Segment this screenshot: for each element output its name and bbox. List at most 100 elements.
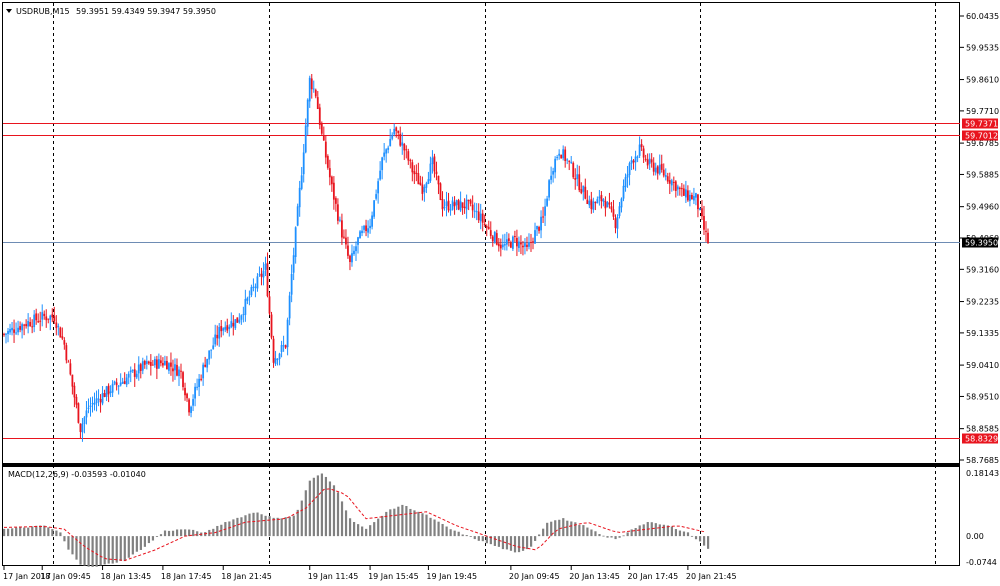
macd-bar xyxy=(147,536,151,544)
support-value: 58.8329 xyxy=(965,435,998,444)
candle-body xyxy=(666,176,669,182)
candle-body xyxy=(421,184,424,194)
candle-body xyxy=(526,244,528,247)
candle-body xyxy=(552,171,555,175)
candle-body xyxy=(459,201,462,211)
macd-bar xyxy=(598,534,601,537)
candle-body xyxy=(576,174,579,179)
candle-body xyxy=(254,286,257,288)
macd-bar xyxy=(361,526,364,537)
macd-bar xyxy=(163,530,167,537)
collapse-triangle-icon[interactable] xyxy=(6,9,12,13)
candle-body xyxy=(204,364,207,367)
candle-body xyxy=(65,345,68,361)
candle-body xyxy=(113,381,116,384)
candle-body xyxy=(184,387,186,396)
price-tick-label: 59.8610 xyxy=(966,76,999,85)
time-tick-label: 19 Jan 15:45 xyxy=(368,572,419,581)
resistance-2-value: 59.7012 xyxy=(965,132,998,141)
macd-bar xyxy=(666,525,669,537)
candle-body xyxy=(542,216,544,218)
candle-body xyxy=(343,236,345,238)
candle-body xyxy=(518,241,520,249)
candle-body xyxy=(530,242,532,244)
macd-bar xyxy=(123,536,126,562)
candle-body xyxy=(153,358,156,366)
macd-tick-label: -0.0744 xyxy=(966,558,997,567)
candle-body xyxy=(383,152,386,157)
candle-body xyxy=(566,159,569,161)
candle-body xyxy=(260,273,263,277)
price-tick-label: 59.1335 xyxy=(966,329,999,338)
candle-body xyxy=(544,206,546,216)
macd-bar xyxy=(369,525,372,537)
candle-body xyxy=(166,360,168,370)
macd-bar xyxy=(232,519,235,537)
macd-bar xyxy=(401,504,404,537)
macd-bar xyxy=(469,536,472,537)
macd-bar xyxy=(678,530,682,537)
candle-body xyxy=(103,393,106,397)
symbol-label: USDRUB,M15 xyxy=(16,7,70,16)
candle-body xyxy=(572,162,575,178)
candle-body xyxy=(678,187,681,189)
candle-body xyxy=(147,361,150,364)
horizontal-levels[interactable] xyxy=(3,123,960,439)
macd-bar xyxy=(59,532,62,537)
candle-body xyxy=(574,178,577,180)
candle-body xyxy=(353,250,355,255)
candle-body xyxy=(411,162,414,173)
macd-bar xyxy=(43,525,46,537)
candle-body xyxy=(648,158,651,164)
macd-bar xyxy=(529,536,533,547)
macd-bar xyxy=(252,512,255,537)
macd-bar xyxy=(481,536,484,542)
resistance-1-tag xyxy=(962,118,998,129)
candle-body xyxy=(550,175,553,180)
candle-body xyxy=(423,186,426,193)
candle-body xyxy=(580,189,583,194)
candle-body xyxy=(367,228,369,233)
candle-body xyxy=(676,186,679,190)
candle-body xyxy=(616,216,619,229)
macd-bar xyxy=(686,532,690,537)
macd-bar xyxy=(602,535,605,537)
candle-body xyxy=(443,207,446,209)
macd-bar xyxy=(562,518,565,537)
candle-body xyxy=(218,327,221,339)
macd-bar xyxy=(79,536,82,565)
macd-bar xyxy=(441,523,444,537)
macd-bar xyxy=(381,515,384,537)
macd-bar xyxy=(292,515,295,537)
macd-bar xyxy=(590,529,593,537)
macd-bar xyxy=(67,536,70,550)
candle-body xyxy=(491,236,494,242)
candle-body xyxy=(654,167,657,173)
price-tick-label: 59.6785 xyxy=(966,139,999,148)
candle-body xyxy=(196,386,198,388)
candle-body xyxy=(137,364,140,374)
macd-tick-label: 0.00 xyxy=(966,532,984,541)
price-tick-label: 60.0435 xyxy=(966,12,999,21)
candle-body xyxy=(121,381,124,384)
candle-body xyxy=(25,324,28,327)
candle-body xyxy=(336,204,339,221)
time-tick-label: 20 Jan 09:45 xyxy=(509,572,560,581)
macd-bar xyxy=(188,529,191,537)
candle-body xyxy=(220,325,223,332)
candle-body xyxy=(63,340,66,345)
candle-body xyxy=(447,200,450,211)
candle-body xyxy=(393,128,396,135)
candle-body xyxy=(588,200,591,206)
macd-bar xyxy=(618,536,621,538)
macd-bar xyxy=(264,515,267,537)
price-tick-label: 58.8585 xyxy=(966,425,999,434)
candle-body xyxy=(162,363,164,366)
candle-body xyxy=(91,403,94,405)
macd-bar xyxy=(558,519,561,537)
macd-bar xyxy=(276,517,279,537)
candle-body xyxy=(417,173,420,185)
candle-body xyxy=(626,174,629,178)
macd-bar xyxy=(51,529,54,537)
